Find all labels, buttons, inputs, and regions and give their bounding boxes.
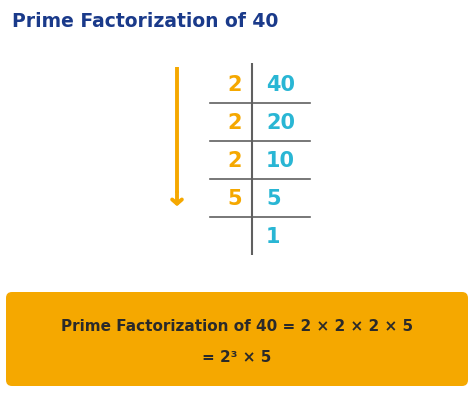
Text: 20: 20 xyxy=(266,113,295,133)
Text: = 2³ × 5: = 2³ × 5 xyxy=(202,350,272,364)
Text: 2: 2 xyxy=(228,151,242,171)
Text: Prime Factorization of 40 = 2 × 2 × 2 × 5: Prime Factorization of 40 = 2 × 2 × 2 × … xyxy=(61,319,413,334)
Text: 10: 10 xyxy=(266,151,295,171)
Text: 2: 2 xyxy=(228,113,242,133)
Text: 2: 2 xyxy=(228,75,242,95)
FancyBboxPatch shape xyxy=(6,292,468,386)
Text: 5: 5 xyxy=(228,189,242,209)
Text: Prime Factorization of 40: Prime Factorization of 40 xyxy=(12,12,278,31)
Text: 40: 40 xyxy=(266,75,295,95)
Text: 1: 1 xyxy=(266,227,281,247)
Text: 5: 5 xyxy=(266,189,281,209)
